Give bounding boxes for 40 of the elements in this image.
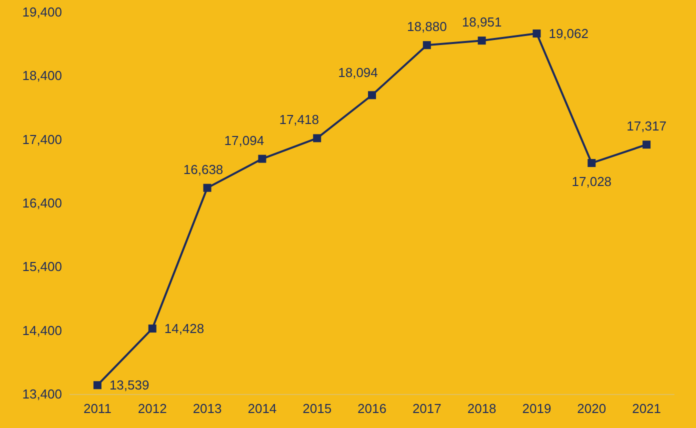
- point: [478, 36, 486, 45]
- y-tick-label: 14,400: [22, 322, 62, 338]
- data-label: 13,539: [109, 378, 150, 393]
- x-tick-label: 2021: [632, 401, 662, 416]
- data-label: 17,418: [279, 112, 319, 128]
- point: [203, 184, 212, 192]
- point: [422, 41, 431, 50]
- y-tick-label: 13,400: [22, 386, 62, 402]
- point: [368, 91, 376, 100]
- data-label: 16,638: [183, 162, 224, 177]
- point: [313, 134, 322, 142]
- x-tick-label: 2012: [138, 401, 167, 416]
- data-label: 17,094: [224, 132, 264, 148]
- point: [532, 30, 541, 38]
- point: [642, 140, 651, 149]
- x-tick-label: 2019: [522, 401, 552, 416]
- x-tick-label: 2017: [412, 401, 442, 416]
- point: [93, 381, 102, 390]
- x-tick-label: 2013: [192, 401, 222, 416]
- data-label: 17,028: [572, 174, 612, 190]
- data-label: 17,317: [626, 118, 666, 134]
- x-tick-label: 2018: [467, 401, 496, 416]
- y-tick-label: 19,400: [22, 4, 62, 20]
- data-label: 19,062: [548, 26, 588, 42]
- data-label: 18,880: [407, 19, 447, 34]
- point: [258, 154, 266, 163]
- data-label: 18,094: [338, 65, 378, 80]
- y-tick-label: 16,400: [22, 196, 62, 210]
- data-label: 18,951: [462, 14, 502, 30]
- y-tick-label: 18,400: [22, 68, 62, 84]
- data-label: 14,428: [164, 321, 204, 336]
- x-tick-label: 2016: [358, 401, 386, 416]
- x-tick-label: 2020: [577, 401, 606, 416]
- point: [148, 324, 156, 333]
- y-tick-label: 15,400: [22, 259, 62, 274]
- x-tick-label: 2015: [302, 401, 332, 416]
- x-tick-label: 2011: [83, 401, 112, 416]
- point: [588, 159, 596, 168]
- y-tick-label: 17,400: [22, 132, 62, 147]
- x-tick-label: 2014: [248, 401, 277, 416]
